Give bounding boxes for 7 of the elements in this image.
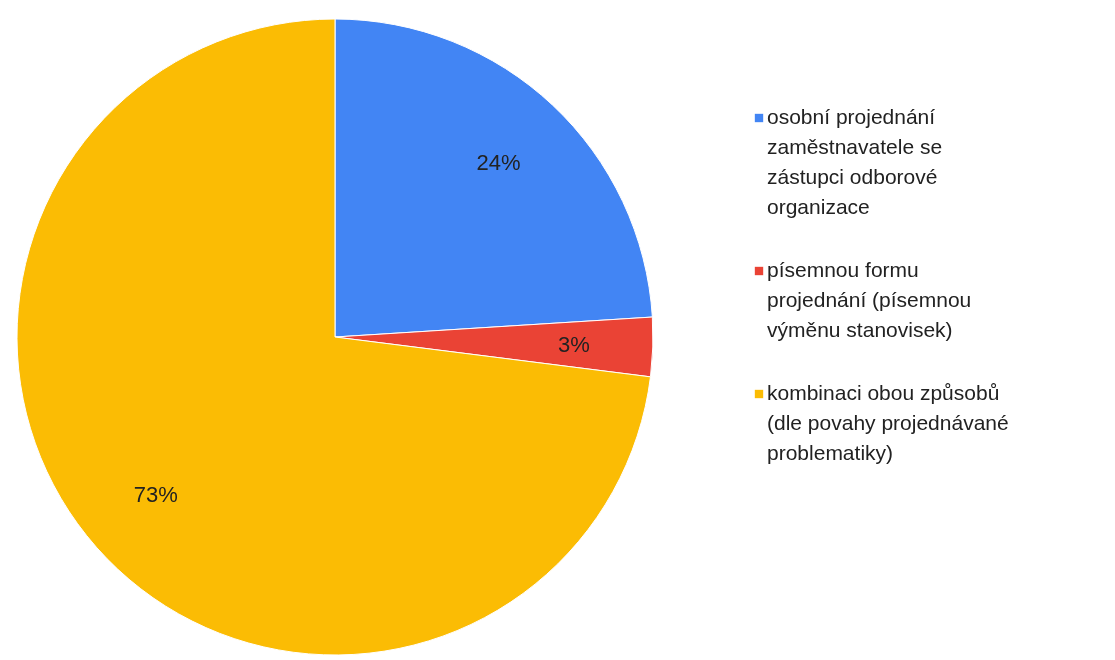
data-label: 3% (557, 331, 590, 357)
legend-label: písemnou formu projednání (písemnou výměnu stanovisek) (767, 258, 972, 341)
data-label: 24% (476, 149, 521, 175)
legend-label: osobní projednání zaměstnavatele se zástupci odborové organizace (767, 105, 943, 218)
legend-label: kombinaci obou způsobů (dle povahy projednávané problematiky) (767, 381, 1009, 464)
data-label: 73% (133, 482, 178, 508)
pie-slice (16, 18, 651, 656)
